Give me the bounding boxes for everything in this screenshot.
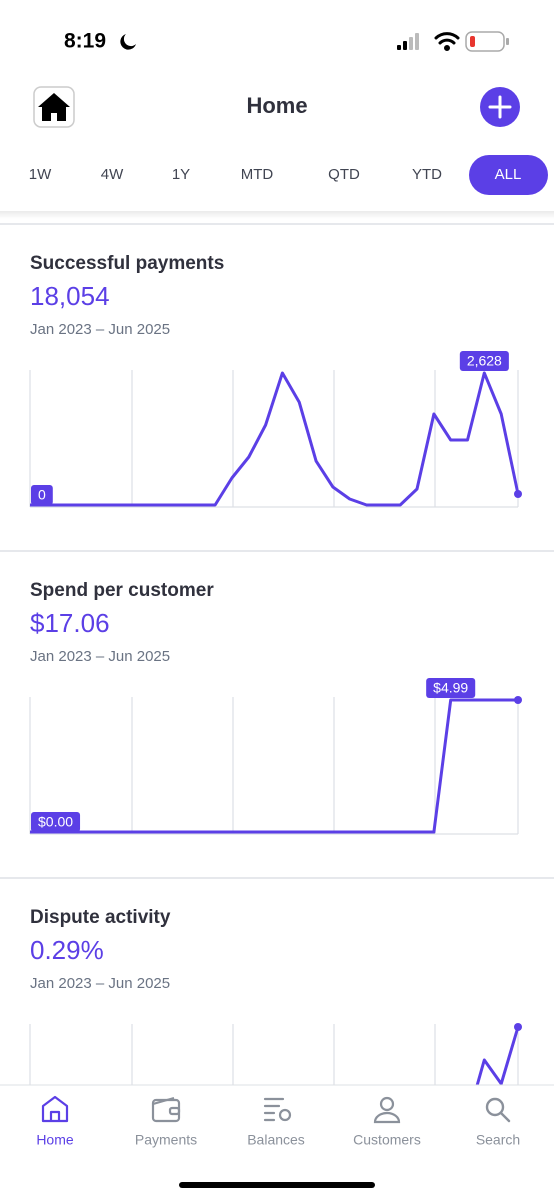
range-tab[interactable]: MTD bbox=[241, 166, 274, 183]
wifi-icon bbox=[434, 32, 460, 51]
add-button[interactable] bbox=[480, 87, 520, 127]
content: Successful payments 18,054 Jan 2023 – Jun … bbox=[0, 223, 554, 1162]
home-indicator bbox=[179, 1182, 375, 1188]
range-tab-label: 4W bbox=[101, 166, 124, 183]
page-title: Home bbox=[246, 93, 307, 118]
range-tabs: 1W 4W 1Y MTD QTD YTD ALL bbox=[29, 155, 548, 195]
range-tab[interactable]: ALL bbox=[469, 155, 548, 195]
card-value: $17.06 bbox=[30, 608, 110, 638]
value-label: $4.99 bbox=[426, 678, 476, 698]
tab-bar-label[interactable]: Balances bbox=[247, 1132, 305, 1148]
card-title: Dispute activity bbox=[30, 907, 171, 928]
tab-bar-label[interactable]: Search bbox=[476, 1132, 520, 1148]
range-tab[interactable]: 1W bbox=[29, 166, 52, 183]
clock: 8:19 bbox=[64, 30, 106, 53]
moon-icon bbox=[120, 34, 136, 50]
value-label: 2,628 bbox=[459, 351, 509, 371]
range-tab-label: MTD bbox=[241, 166, 274, 183]
range-tab[interactable]: YTD bbox=[412, 166, 442, 183]
header-shadow bbox=[0, 211, 554, 219]
search-icon[interactable] bbox=[485, 1097, 511, 1123]
sparkline-end-dot bbox=[514, 490, 522, 498]
value-label-background bbox=[31, 812, 81, 832]
range-tab-selected bbox=[469, 155, 548, 195]
tab-bar: Home Payments Balances Customers Search bbox=[0, 1084, 554, 1200]
signal-icon bbox=[397, 33, 419, 50]
value-label-text: $4.99 bbox=[433, 680, 468, 696]
card-title: Spend per customer bbox=[30, 580, 214, 601]
tab-bar-label[interactable]: Home bbox=[36, 1132, 74, 1148]
battery-icon bbox=[465, 31, 509, 52]
tab-bar-label[interactable]: Customers bbox=[353, 1132, 421, 1148]
card-value: 18,054 bbox=[30, 281, 110, 311]
metric-card[interactable]: Spend per customer $17.06 Jan 2023 – Jun 2… bbox=[0, 550, 554, 835]
value-label-text: 2,628 bbox=[467, 353, 502, 369]
sparkline bbox=[30, 371, 520, 507]
range-tab[interactable]: 4W bbox=[101, 166, 124, 183]
customers-icon[interactable] bbox=[373, 1096, 401, 1124]
tab-bar-label[interactable]: Payments bbox=[135, 1132, 197, 1148]
balances-icon[interactable] bbox=[263, 1097, 292, 1122]
value-label-text: $0.00 bbox=[38, 814, 73, 830]
range-tab[interactable]: QTD bbox=[328, 166, 360, 183]
sparkline bbox=[30, 698, 518, 834]
sparkline-end-dot bbox=[514, 696, 522, 704]
card-date-range: Jan 2023 – Jun 2025 bbox=[30, 321, 170, 338]
value-label: 0 bbox=[31, 485, 53, 505]
card-value: 0.29% bbox=[30, 935, 104, 965]
range-tab-label: 1W bbox=[29, 166, 52, 183]
range-tab-label: 1Y bbox=[172, 166, 190, 183]
nav-bar: Home bbox=[33, 86, 520, 128]
card-date-range: Jan 2023 – Jun 2025 bbox=[30, 648, 170, 665]
range-tab-label: ALL bbox=[495, 166, 522, 183]
sparkline-end-dot bbox=[514, 1023, 522, 1031]
metric-card[interactable]: Successful payments 18,054 Jan 2023 – Jun … bbox=[0, 223, 554, 508]
payments-icon[interactable] bbox=[151, 1096, 181, 1123]
home-icon[interactable] bbox=[41, 1095, 69, 1123]
card-date-range: Jan 2023 – Jun 2025 bbox=[30, 975, 170, 992]
range-tab[interactable]: 1Y bbox=[172, 166, 190, 183]
status-bar: 8:19 bbox=[64, 30, 509, 53]
value-label: $0.00 bbox=[31, 812, 81, 832]
tab-bar-background bbox=[0, 1085, 554, 1200]
value-label-background bbox=[459, 351, 509, 371]
card-title: Successful payments bbox=[30, 253, 224, 274]
range-tab-label: QTD bbox=[328, 166, 360, 183]
value-label-text: 0 bbox=[38, 487, 46, 503]
value-label-background bbox=[31, 485, 53, 505]
account-button[interactable] bbox=[33, 86, 75, 128]
value-label-background bbox=[426, 678, 476, 698]
range-tab-label: YTD bbox=[412, 166, 442, 183]
